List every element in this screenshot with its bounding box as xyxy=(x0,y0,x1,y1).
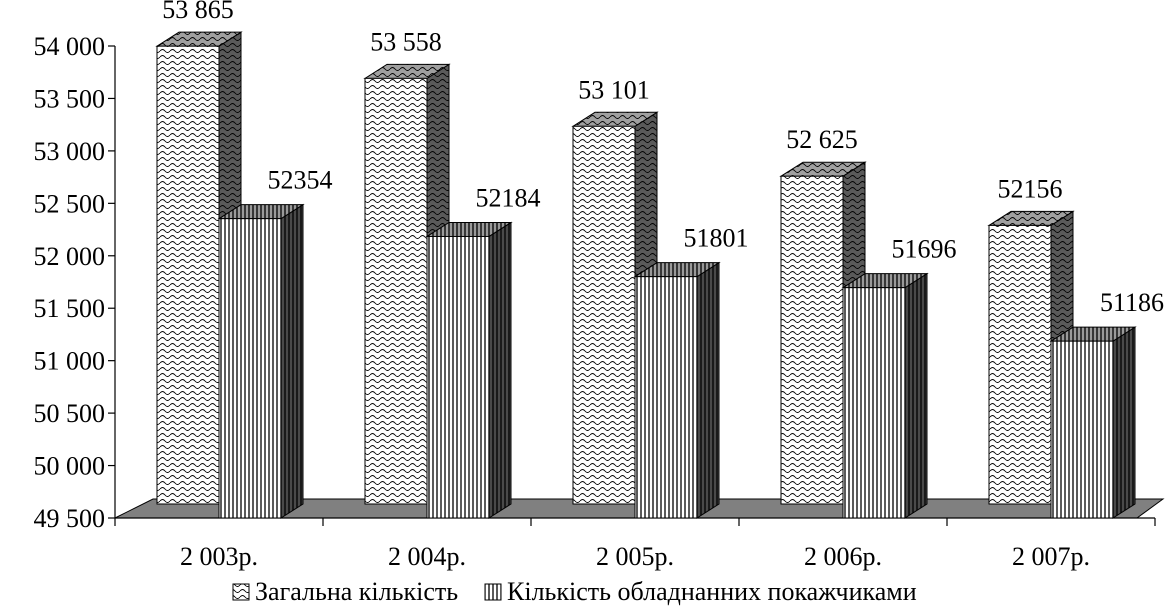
y-tick-label: 50 500 xyxy=(34,399,106,428)
legend-total: Загальна кількість xyxy=(232,577,458,606)
legend-swatch xyxy=(232,583,250,601)
x-category-label: 2 005р. xyxy=(596,542,674,571)
data-label: 53 558 xyxy=(370,27,442,56)
y-tick-label: 52 500 xyxy=(34,189,106,218)
y-tick-label: 50 000 xyxy=(34,452,106,481)
y-tick-label: 53 000 xyxy=(34,137,106,166)
bar-equipped-3 xyxy=(841,272,929,519)
data-label: 53 865 xyxy=(162,0,234,24)
bar-equipped-0 xyxy=(217,203,305,519)
bar-equipped-4 xyxy=(1049,326,1137,519)
y-tick-label: 51 500 xyxy=(34,294,106,323)
data-label: 52 625 xyxy=(786,125,858,154)
data-label: 52156 xyxy=(998,174,1063,203)
x-category-label: 2 006р. xyxy=(804,542,882,571)
x-category-label: 2 004р. xyxy=(388,542,466,571)
data-label: 52354 xyxy=(268,166,333,195)
x-category-label: 2 007р. xyxy=(1012,542,1090,571)
legend-equipped: Кількість обладнанних покажчиками xyxy=(484,577,917,606)
data-label: 52184 xyxy=(476,183,541,212)
y-tick-label: 52 000 xyxy=(34,242,106,271)
data-label: 51186 xyxy=(1100,288,1164,317)
y-tick-label: 53 500 xyxy=(34,84,106,113)
data-label: 53 101 xyxy=(578,75,650,104)
data-label: 51801 xyxy=(684,224,749,253)
y-tick-label: 49 500 xyxy=(34,504,106,533)
y-tick-label: 51 000 xyxy=(34,347,106,376)
legend-label: Загальна кількість xyxy=(255,577,458,606)
y-tick-label: 54 000 xyxy=(34,32,106,61)
bar-equipped-1 xyxy=(425,221,513,519)
legend-label: Кількість обладнанних покажчиками xyxy=(507,577,917,606)
bar-equipped-2 xyxy=(633,261,721,519)
legend-swatch xyxy=(484,583,502,601)
data-label: 51696 xyxy=(892,235,957,264)
x-category-label: 2 003р. xyxy=(180,542,258,571)
